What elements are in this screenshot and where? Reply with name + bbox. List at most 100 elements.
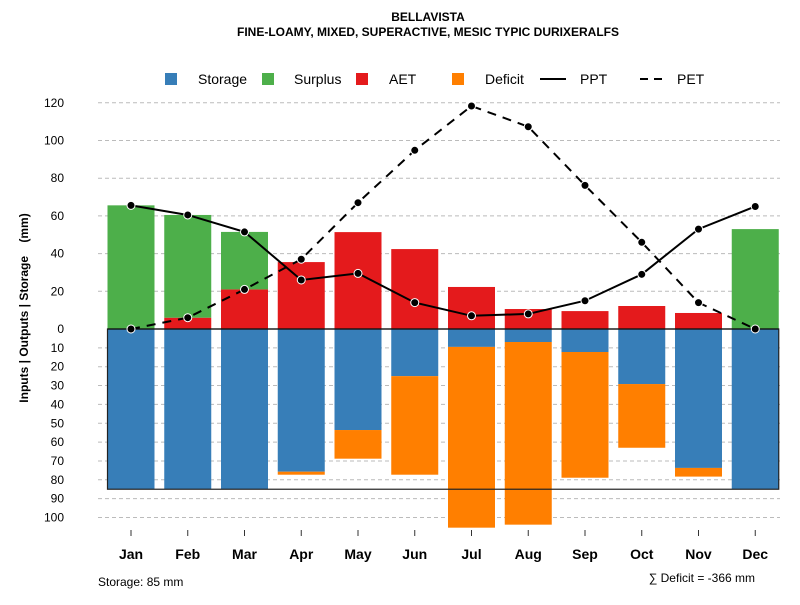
pet-point xyxy=(523,122,533,132)
y-tick-label: 70 xyxy=(51,454,65,468)
deficit-note: ∑ Deficit = -366 mm xyxy=(649,571,755,585)
pet-point xyxy=(637,237,647,247)
ppt-point xyxy=(126,200,136,210)
x-tick-label: Sep xyxy=(572,546,598,562)
x-tick-label: Mar xyxy=(232,546,257,562)
y-tick-label: 20 xyxy=(51,284,65,298)
surplus-bar xyxy=(221,231,268,290)
gridlines xyxy=(98,102,780,518)
x-tick-label: May xyxy=(344,546,371,562)
y-tick-label: 80 xyxy=(51,473,65,487)
storage-bar xyxy=(107,329,155,490)
pet-point xyxy=(467,101,476,111)
x-tick-label: Jun xyxy=(402,546,427,562)
storage-bar xyxy=(504,329,552,343)
ppt-line xyxy=(130,204,756,317)
deficit-bar xyxy=(561,351,609,478)
legend-label: PET xyxy=(677,71,705,87)
x-tick-label: Jan xyxy=(119,546,143,562)
legend-swatch-deficit xyxy=(452,73,464,85)
storage-note: Storage: 85 mm xyxy=(98,575,183,589)
deficit-bar xyxy=(334,430,382,459)
y-tick-label: 10 xyxy=(51,341,65,355)
chart-subtitle: FINE-LOAMY, MIXED, SUPERACTIVE, MESIC TY… xyxy=(237,25,619,39)
legend-label: Deficit xyxy=(485,71,524,87)
x-tick-label: Nov xyxy=(685,546,712,562)
ppt-point xyxy=(523,309,533,319)
storage-bar xyxy=(675,329,722,468)
pet-point xyxy=(580,180,590,190)
y-tick-label: 80 xyxy=(51,171,65,185)
pet-point xyxy=(183,313,193,323)
deficit-bar xyxy=(277,471,325,475)
surplus-bar xyxy=(164,214,212,318)
aet-bar xyxy=(164,317,212,329)
x-tick-label: Jul xyxy=(461,546,481,562)
pet-point xyxy=(240,284,249,294)
ppt-point xyxy=(750,201,760,211)
pet-point xyxy=(410,145,420,155)
legend-swatch-storage xyxy=(165,73,177,85)
ppt-point xyxy=(353,268,363,278)
ppt-point xyxy=(183,210,193,220)
aet-bar xyxy=(334,232,382,329)
surplus-bar xyxy=(731,229,779,329)
ppt-point xyxy=(410,298,420,308)
x-tick-label: Dec xyxy=(742,546,768,562)
aet-bar xyxy=(448,286,495,329)
y-tick-label: 120 xyxy=(44,96,64,110)
deficit-bar xyxy=(391,376,439,475)
legend-swatch-surplus xyxy=(262,73,274,85)
y-tick-label: 100 xyxy=(44,511,64,525)
storage-bar xyxy=(391,329,439,377)
storage-bar xyxy=(277,329,325,472)
aet-bar xyxy=(221,289,268,329)
y-tick-label: 100 xyxy=(44,134,64,148)
deficit-bar xyxy=(504,342,552,525)
aet-bar xyxy=(618,306,666,329)
storage-bar xyxy=(618,329,666,385)
storage-bar xyxy=(561,329,609,352)
storage-bar xyxy=(221,329,268,490)
deficit-bar xyxy=(618,384,666,448)
storage-bar xyxy=(731,329,779,490)
y-tick-label: 30 xyxy=(51,379,65,393)
legend-label: PPT xyxy=(580,71,608,87)
y-tick-label: 0 xyxy=(57,322,64,336)
legend: Storage Surplus AET Deficit PPT PET xyxy=(165,71,705,87)
storage-bar xyxy=(334,329,382,431)
y-tick-label: 40 xyxy=(51,397,65,411)
deficit-bar xyxy=(675,467,722,477)
y-tick-label: 60 xyxy=(51,209,65,223)
y-axis-label: Inputs | Outputs | Storage (mm) xyxy=(17,213,31,402)
y-axis: 120 100 80 60 40 20 0 10 20 30 40 50 60 70 80 90 100 xyxy=(44,96,64,525)
pet-point xyxy=(296,254,306,264)
aet-bar xyxy=(391,249,439,329)
legend-label: Surplus xyxy=(294,71,341,87)
ppt-point xyxy=(467,311,476,321)
pet-point xyxy=(126,324,136,334)
storage-bar xyxy=(448,329,495,347)
aet-bar xyxy=(675,312,722,329)
aet-bar xyxy=(277,262,325,329)
deficit-bar xyxy=(448,346,495,528)
legend-swatch-aet xyxy=(356,73,368,85)
aet-bar xyxy=(561,311,609,329)
x-tick-label: Aug xyxy=(515,546,542,562)
x-tick-label: Apr xyxy=(289,546,314,562)
y-tick-label: 50 xyxy=(51,416,65,430)
ppt-point xyxy=(240,227,249,237)
storage-bar xyxy=(164,329,212,490)
legend-label: Storage xyxy=(198,71,247,87)
y-tick-label: 20 xyxy=(51,360,65,374)
legend-label: AET xyxy=(389,71,417,87)
x-tick-label: Feb xyxy=(175,546,200,562)
y-tick-label: 60 xyxy=(51,435,65,449)
ppt-point xyxy=(637,269,647,279)
ppt-point xyxy=(694,224,703,234)
y-tick-label: 40 xyxy=(51,247,65,261)
pet-point xyxy=(694,298,703,308)
pet-point xyxy=(750,324,760,334)
x-axis: Jan Feb Mar Apr May Jun Jul Aug Sep Oct Nov Dec xyxy=(119,530,768,562)
